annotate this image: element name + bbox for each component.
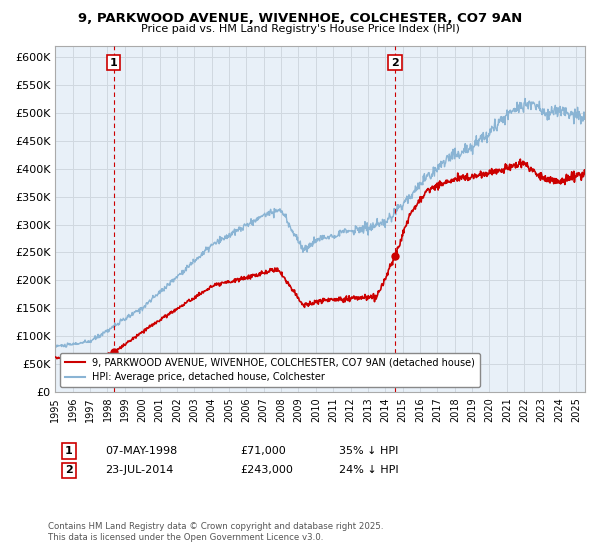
Text: £243,000: £243,000 <box>240 465 293 475</box>
Text: 1: 1 <box>110 58 118 68</box>
Text: 9, PARKWOOD AVENUE, WIVENHOE, COLCHESTER, CO7 9AN: 9, PARKWOOD AVENUE, WIVENHOE, COLCHESTER… <box>78 12 522 25</box>
Text: Price paid vs. HM Land Registry's House Price Index (HPI): Price paid vs. HM Land Registry's House … <box>140 24 460 34</box>
Legend: 9, PARKWOOD AVENUE, WIVENHOE, COLCHESTER, CO7 9AN (detached house), HPI: Average: 9, PARKWOOD AVENUE, WIVENHOE, COLCHESTER… <box>60 353 480 387</box>
Text: Contains HM Land Registry data © Crown copyright and database right 2025.
This d: Contains HM Land Registry data © Crown c… <box>48 522 383 542</box>
Text: 24% ↓ HPI: 24% ↓ HPI <box>339 465 398 475</box>
Text: 2: 2 <box>391 58 399 68</box>
Text: 07-MAY-1998: 07-MAY-1998 <box>105 446 177 456</box>
Text: 23-JUL-2014: 23-JUL-2014 <box>105 465 173 475</box>
Text: 2: 2 <box>65 465 73 475</box>
Text: 35% ↓ HPI: 35% ↓ HPI <box>339 446 398 456</box>
Text: 1: 1 <box>65 446 73 456</box>
Text: £71,000: £71,000 <box>240 446 286 456</box>
